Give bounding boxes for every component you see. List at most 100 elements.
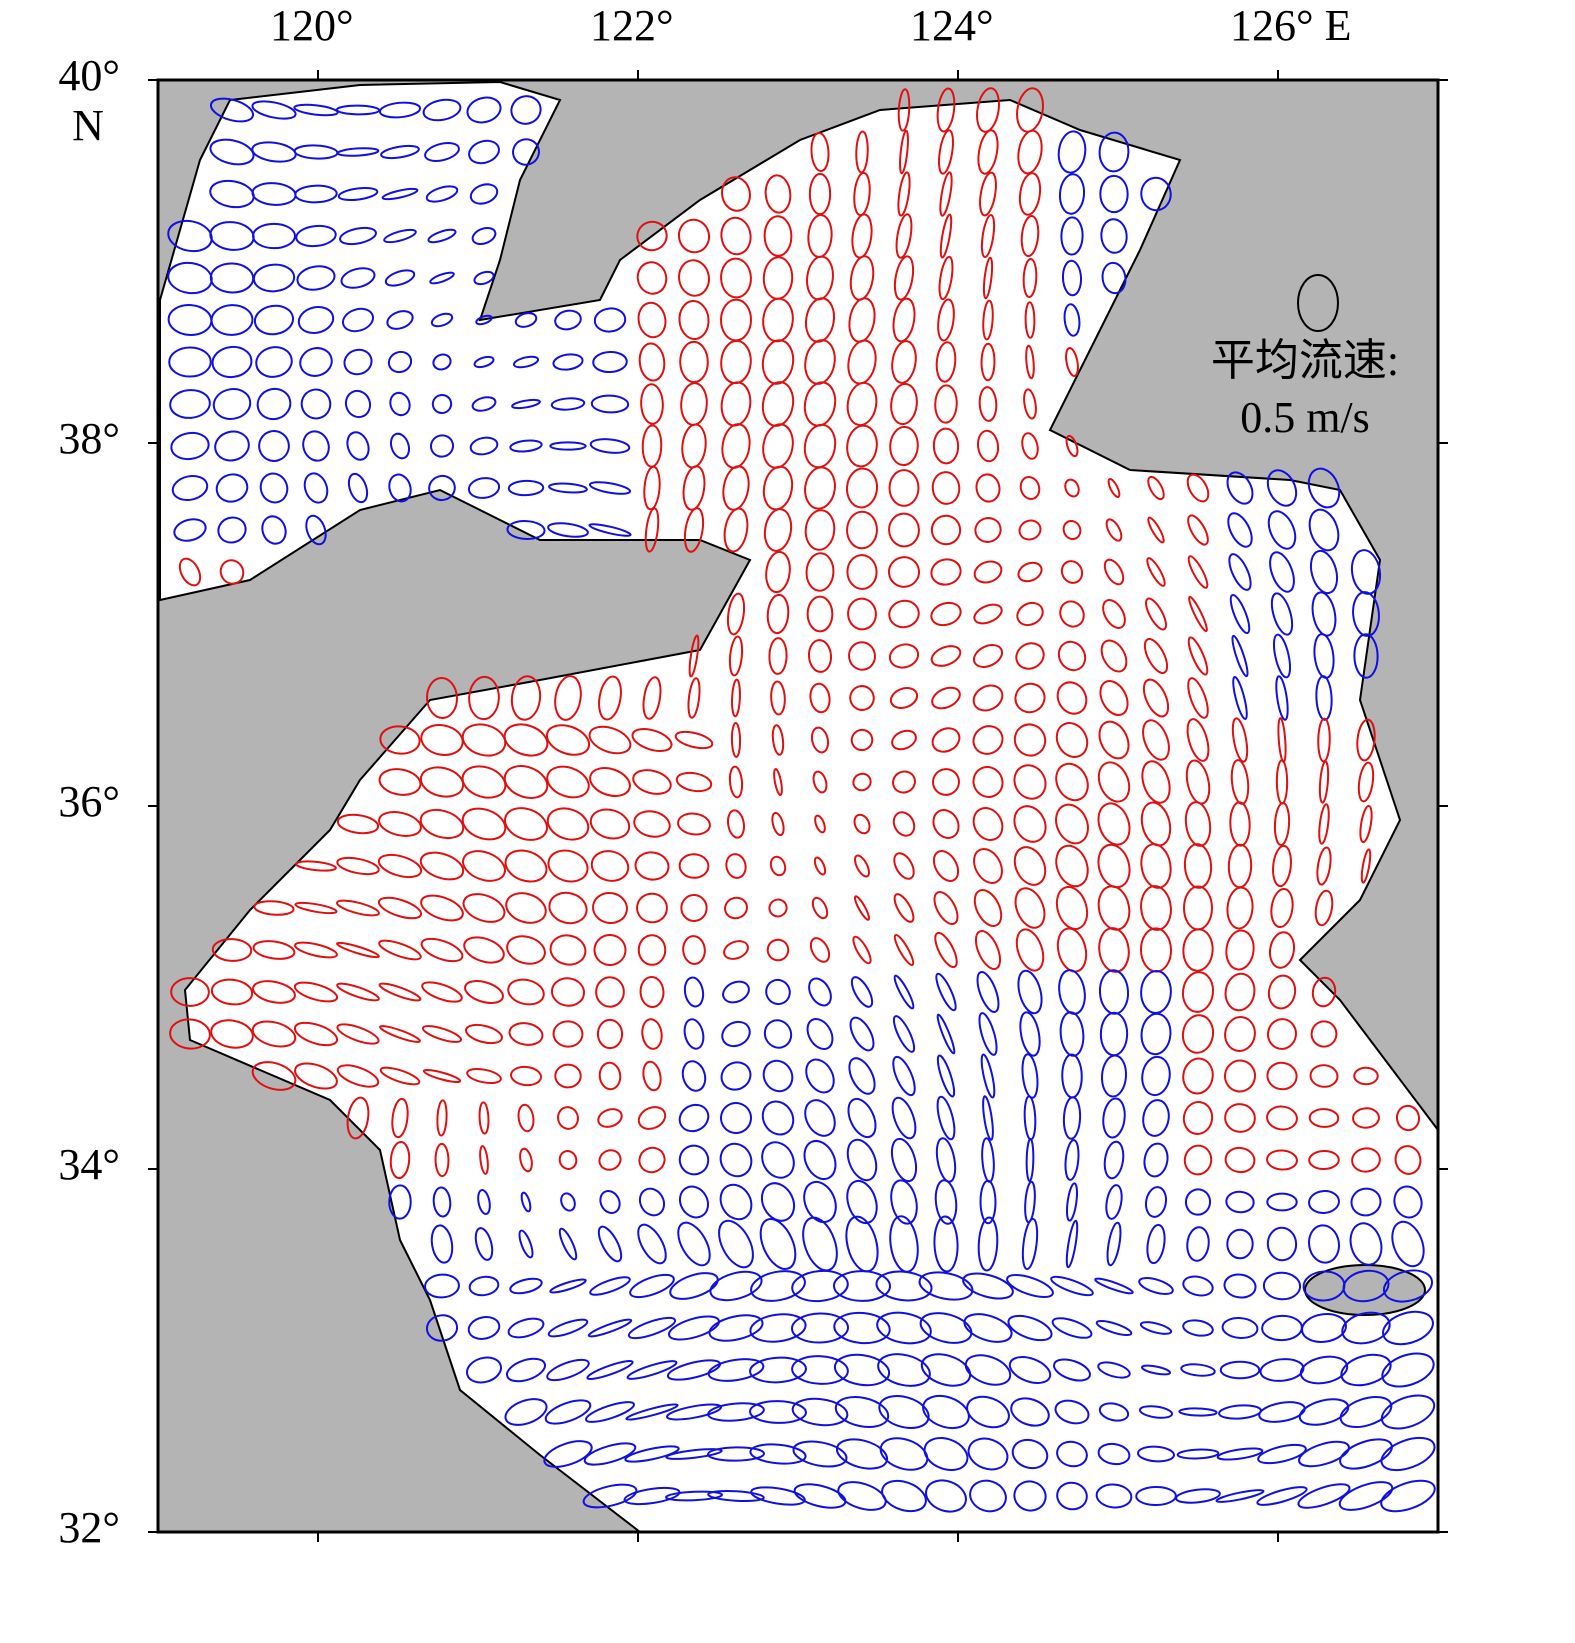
current-ellipse xyxy=(469,183,499,205)
current-ellipse xyxy=(1380,1394,1436,1430)
current-ellipse xyxy=(1008,1356,1052,1384)
current-ellipse xyxy=(293,981,339,1003)
current-ellipse xyxy=(378,982,422,1002)
current-ellipse xyxy=(1065,1219,1079,1269)
current-ellipse xyxy=(1065,1182,1079,1222)
y-tick-label: 34° xyxy=(58,1140,120,1189)
current-ellipse xyxy=(508,1022,544,1046)
current-ellipse xyxy=(849,685,875,711)
current-ellipse xyxy=(209,138,255,166)
current-ellipse xyxy=(336,813,380,835)
current-ellipse xyxy=(590,394,630,414)
current-ellipse xyxy=(1054,1399,1090,1425)
current-ellipse xyxy=(473,270,495,286)
current-ellipse xyxy=(598,675,622,721)
current-ellipse xyxy=(763,1019,793,1049)
x-tick-label: 126° E xyxy=(1230,1,1351,50)
current-ellipse xyxy=(678,1103,710,1133)
current-ellipse xyxy=(678,1185,710,1219)
current-ellipse xyxy=(210,978,254,1006)
current-ellipse xyxy=(465,1356,503,1384)
current-ellipse xyxy=(938,255,954,301)
current-ellipse xyxy=(1352,591,1380,637)
current-ellipse xyxy=(847,1097,877,1139)
current-ellipse xyxy=(1311,591,1337,637)
current-ellipse xyxy=(588,725,632,755)
current-ellipse xyxy=(422,98,462,122)
current-ellipse xyxy=(642,676,662,720)
current-ellipse xyxy=(1017,561,1043,583)
current-ellipse xyxy=(669,1272,719,1300)
current-ellipse xyxy=(709,1270,763,1302)
current-ellipse xyxy=(890,382,918,426)
current-ellipse xyxy=(430,312,454,328)
current-ellipse xyxy=(833,1353,891,1387)
current-ellipse xyxy=(972,684,1004,712)
current-ellipse xyxy=(975,473,1001,503)
current-ellipse xyxy=(852,772,872,792)
current-ellipse xyxy=(1266,1226,1298,1262)
current-ellipse xyxy=(467,1316,501,1340)
current-ellipse xyxy=(1309,1064,1339,1088)
current-ellipse xyxy=(1394,1145,1422,1175)
current-ellipse xyxy=(1006,1273,1054,1299)
current-ellipse xyxy=(1268,931,1296,969)
current-ellipse xyxy=(854,854,870,878)
current-ellipse xyxy=(678,1144,710,1176)
current-ellipse xyxy=(1318,803,1330,845)
current-ellipse xyxy=(850,728,874,752)
current-ellipse xyxy=(930,558,962,586)
current-ellipse xyxy=(1097,1442,1131,1466)
current-ellipse xyxy=(1143,638,1169,674)
current-ellipse xyxy=(1051,1317,1093,1339)
current-ellipse xyxy=(845,467,879,509)
current-ellipse xyxy=(833,1311,891,1345)
current-ellipse xyxy=(389,432,411,460)
current-ellipse xyxy=(589,808,631,840)
current-ellipse xyxy=(1221,1317,1259,1339)
current-ellipse xyxy=(419,766,465,798)
current-ellipse xyxy=(707,1446,765,1462)
y-tick-label: 38° xyxy=(58,414,120,463)
current-ellipse xyxy=(937,298,955,342)
current-ellipse xyxy=(251,1061,297,1091)
current-ellipse xyxy=(217,516,247,544)
current-ellipse xyxy=(597,1225,623,1263)
current-ellipse xyxy=(597,1108,623,1128)
current-ellipse xyxy=(1098,1402,1130,1422)
current-ellipse xyxy=(419,808,465,840)
current-ellipse xyxy=(935,972,957,1012)
current-ellipse xyxy=(1357,761,1375,803)
current-ellipse xyxy=(719,1183,753,1221)
current-ellipse xyxy=(626,1360,678,1380)
current-ellipse xyxy=(545,724,591,756)
current-ellipse xyxy=(506,520,546,540)
current-ellipse xyxy=(475,314,493,326)
current-ellipse xyxy=(1187,636,1209,676)
current-ellipse xyxy=(678,853,710,879)
current-ellipse xyxy=(1064,478,1080,498)
current-ellipse xyxy=(939,171,953,217)
current-ellipse xyxy=(749,1356,807,1384)
current-ellipse xyxy=(549,441,587,451)
current-ellipse xyxy=(595,976,625,1008)
current-ellipse xyxy=(1382,1310,1434,1346)
current-ellipse xyxy=(1185,759,1211,805)
current-ellipse xyxy=(503,723,549,757)
current-ellipse xyxy=(846,554,878,590)
current-ellipse xyxy=(1025,1137,1035,1183)
current-ellipse xyxy=(1025,344,1035,380)
current-ellipse xyxy=(1338,1481,1394,1511)
current-ellipse xyxy=(642,1060,662,1092)
current-ellipse xyxy=(550,977,586,1007)
current-ellipse xyxy=(934,1179,958,1225)
current-ellipse xyxy=(1135,1485,1177,1507)
current-ellipse xyxy=(760,1182,796,1222)
current-ellipse xyxy=(1021,1217,1039,1271)
current-ellipse xyxy=(1019,475,1041,501)
current-ellipse xyxy=(1270,592,1294,636)
current-ellipse xyxy=(766,938,790,962)
current-ellipse xyxy=(598,1149,622,1171)
current-ellipse xyxy=(973,848,1003,884)
current-ellipse xyxy=(590,850,630,882)
